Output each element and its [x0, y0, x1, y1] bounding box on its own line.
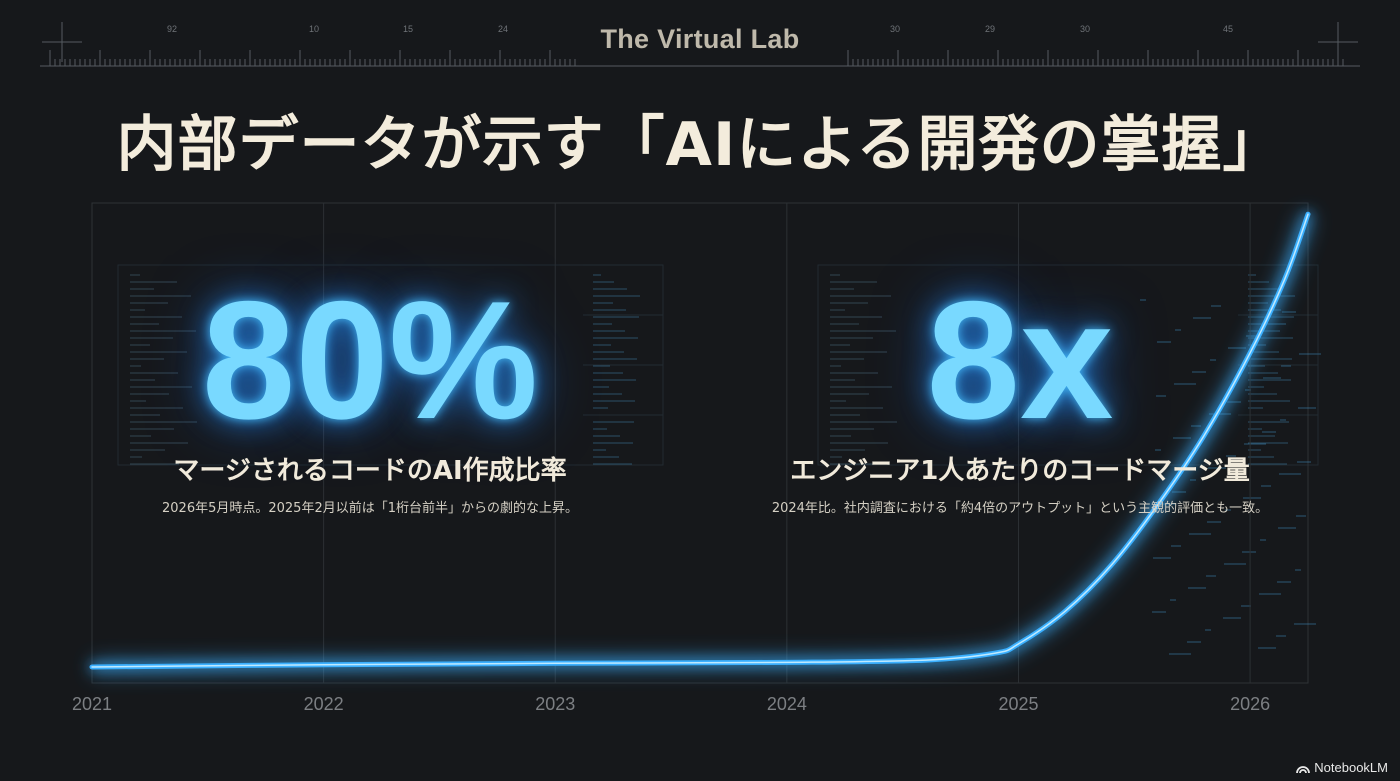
watermark-label: NotebookLM [1314, 760, 1388, 775]
ruler-label: 30 [890, 24, 900, 34]
stat-label: マージされるコードのAI作成比率 [173, 456, 567, 486]
x-tick-label: 2026 [1230, 694, 1270, 714]
stat-note: 2026年5月時点。2025年2月以前は「1桁台前半」からの劇的な上昇。 [162, 501, 578, 516]
series-line-core [91, 213, 1309, 668]
ruler-label: 92 [167, 24, 177, 34]
ruler-label: 30 [1080, 24, 1090, 34]
ruler-label: 15 [403, 24, 413, 34]
plot-frame [91, 202, 1309, 684]
ruler-label: 29 [985, 24, 995, 34]
page-title: 内部データが示す「AIによる開発の掌握」 [116, 110, 1284, 180]
x-tick-label: 2022 [304, 694, 344, 714]
decorative-code-panels [117, 264, 1321, 655]
stat-ai-ratio: 80% マージされるコードのAI作成比率 2026年5月時点。2025年2月以前… [90, 270, 650, 516]
stat-note: 2024年比。社内調査における「約4倍のアウトプット」という主観的評価とも一致。 [771, 501, 1269, 516]
stat-value: 8x [926, 266, 1114, 454]
watermark: NotebookLM [1296, 760, 1388, 775]
notebooklm-logo-icon [1296, 765, 1311, 773]
x-tick-label: 2024 [767, 694, 807, 714]
x-tick-label: 2023 [535, 694, 575, 714]
x-tick-label: 2025 [998, 694, 1038, 714]
brand-title: The Virtual Lab [600, 24, 800, 54]
ruler-label: 24 [498, 24, 508, 34]
x-tick-label: 2021 [72, 694, 112, 714]
ruler-label: 10 [309, 24, 319, 34]
ruler-label: 45 [1223, 24, 1233, 34]
stat-label: エンジニア1人あたりのコードマージ量 [790, 456, 1250, 486]
stat-value: 80% [201, 266, 539, 454]
stat-merge-volume: 8x エンジニア1人あたりのコードマージ量 2024年比。社内調査における「約4… [740, 270, 1300, 516]
header-ruler: 92 10 15 24 30 29 30 45 [40, 22, 1360, 67]
